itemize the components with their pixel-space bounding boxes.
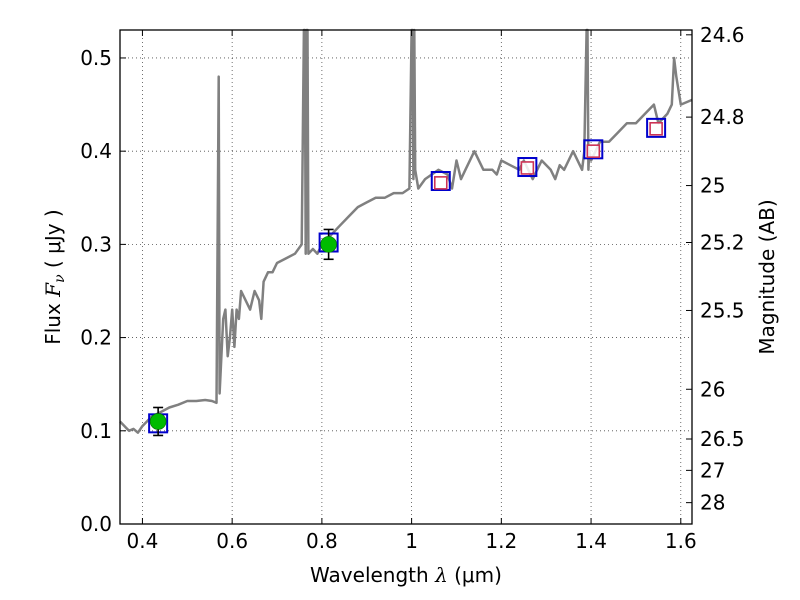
spectrum-layer — [119, 28, 693, 434]
x-tick-label: 1.4 — [575, 529, 607, 553]
y-tick-label: 0.3 — [80, 232, 112, 256]
detection-point — [320, 236, 337, 253]
grid-lines — [120, 30, 692, 525]
y2-tick-label: 26.5 — [700, 427, 745, 451]
y2-axis-label: Magnitude (AB) — [755, 199, 779, 354]
detection-point — [149, 413, 167, 430]
y-tick-label: 0.4 — [80, 139, 112, 163]
y-tick-label: 0.5 — [80, 46, 112, 70]
markers-layer — [148, 117, 667, 437]
y2-tick-label: 24.6 — [700, 23, 745, 47]
y-axis-label: Flux Fν ( μJy ) — [41, 209, 68, 345]
y2-tick-label: 25.2 — [700, 231, 745, 255]
upper-limit-box — [586, 144, 601, 158]
model-photometry-box — [517, 157, 538, 178]
model-photometry-box — [430, 170, 451, 191]
x-tick-label: 1.6 — [665, 529, 697, 553]
upper-limit-box — [433, 176, 448, 190]
model-photometry-box — [583, 139, 604, 160]
y-tick-label: 0.0 — [80, 512, 112, 536]
x-tick-label: 1 — [405, 529, 418, 553]
upper-limit-box — [649, 122, 663, 136]
y2-tick-label: 27 — [700, 458, 725, 482]
upper-limit-box — [520, 161, 535, 175]
x-tick-label: 1.2 — [485, 529, 517, 553]
y-tick-label: 0.1 — [80, 419, 112, 443]
y2-tick-label: 28 — [700, 491, 725, 515]
ticks: 0.4 0.6 0.8 1 1.2 1.4 1.6 0.0 0.1 0.2 0.3 0.4 0.5 24.… — [80, 23, 744, 553]
model-photometry-box — [646, 117, 667, 138]
y2-tick-label: 26 — [700, 377, 725, 401]
x-tick-label: 0.6 — [216, 529, 248, 553]
x-tick-label: 0.4 — [127, 529, 159, 553]
spectrum-line — [119, 28, 693, 434]
y2-tick-label: 25.5 — [700, 298, 745, 322]
x-axis-label: Wavelength λ (μm) — [310, 563, 502, 587]
y2-tick-label: 24.8 — [700, 105, 745, 129]
plot-frame — [119, 29, 693, 525]
y2-tick-label: 25 — [700, 174, 725, 198]
y-tick-label: 0.2 — [80, 326, 112, 350]
x-tick-label: 0.8 — [306, 529, 338, 553]
